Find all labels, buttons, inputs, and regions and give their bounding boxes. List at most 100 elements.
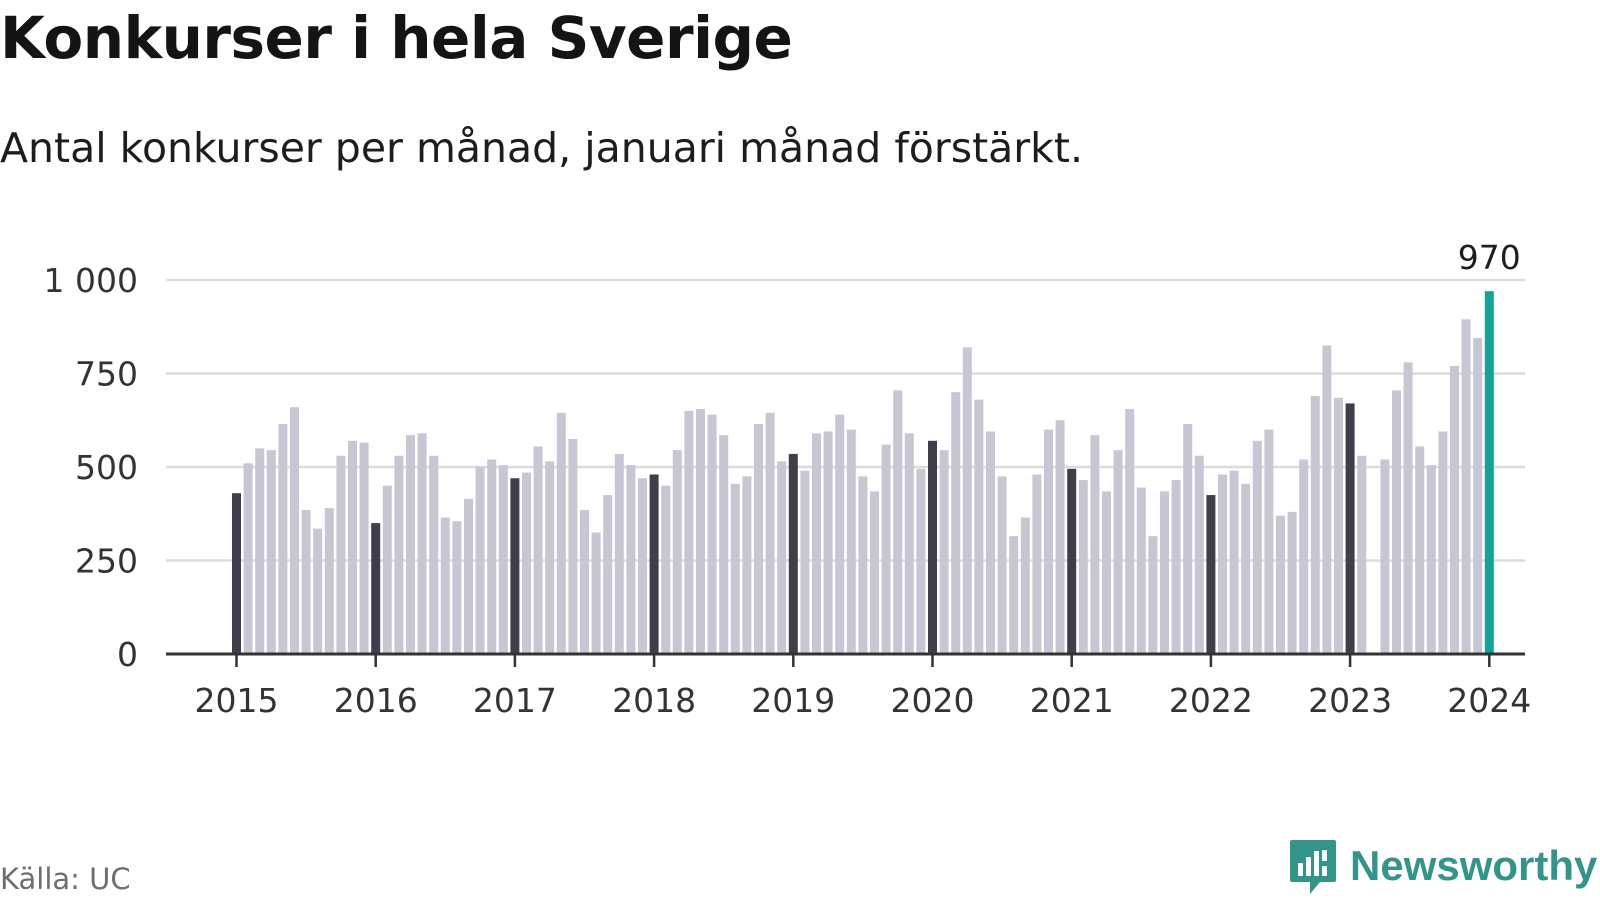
bar xyxy=(1055,420,1065,654)
bar xyxy=(1357,455,1367,654)
bar xyxy=(243,463,253,654)
bar xyxy=(696,409,705,654)
chart-title: Konkurser i hela Sverige xyxy=(0,4,793,72)
bar xyxy=(1113,450,1123,654)
x-tick-label: 2022 xyxy=(1169,681,1253,720)
bar xyxy=(835,414,845,654)
bar xyxy=(916,468,926,654)
bar xyxy=(1276,515,1285,654)
bar xyxy=(359,442,369,654)
bar xyxy=(777,461,787,654)
bar xyxy=(568,438,578,654)
bar xyxy=(939,450,949,654)
bar xyxy=(464,498,473,654)
bar xyxy=(406,435,415,654)
bar xyxy=(603,495,613,654)
bar xyxy=(1218,474,1227,654)
bar xyxy=(440,517,450,654)
bar xyxy=(1392,390,1401,654)
newsworthy-bar-chart-icon xyxy=(1290,840,1336,894)
bar xyxy=(394,455,404,654)
bar xyxy=(974,399,984,654)
bar xyxy=(1252,440,1262,654)
bar xyxy=(278,423,288,654)
bar xyxy=(1171,480,1181,654)
x-tick-label: 2023 xyxy=(1308,681,1392,720)
bar xyxy=(1438,431,1448,654)
bar xyxy=(1334,397,1343,654)
bar xyxy=(684,410,694,654)
january-bar xyxy=(510,478,520,654)
bar xyxy=(313,528,323,654)
bar xyxy=(522,472,531,654)
bar xyxy=(255,448,265,654)
january-bar xyxy=(928,440,937,654)
bar xyxy=(1148,536,1158,654)
bar xyxy=(348,440,357,654)
bar xyxy=(1102,491,1111,654)
bar xyxy=(800,470,810,654)
bar xyxy=(290,407,299,654)
x-tick-label: 2021 xyxy=(1030,681,1114,720)
bar xyxy=(429,455,439,654)
bar xyxy=(1020,517,1030,654)
bar xyxy=(986,431,995,654)
bar xyxy=(881,444,891,654)
bar xyxy=(846,429,856,654)
bar xyxy=(614,453,624,654)
bar xyxy=(1426,465,1436,654)
bar xyxy=(893,390,903,654)
bar xyxy=(742,476,752,654)
january-bar xyxy=(1067,468,1077,654)
x-tick-label: 2018 xyxy=(612,681,696,720)
bar xyxy=(754,423,763,654)
bar xyxy=(1264,429,1274,654)
x-tick-label: 2015 xyxy=(195,681,279,720)
bar xyxy=(475,467,485,654)
highlight-data-label: 970 xyxy=(1458,238,1521,277)
bar xyxy=(1415,446,1425,654)
chart-subtitle: Antal konkurser per månad, januari månad… xyxy=(0,124,1083,172)
bar xyxy=(962,347,972,654)
bar xyxy=(626,465,636,654)
bar xyxy=(533,446,543,654)
january-bar xyxy=(371,523,381,654)
bar xyxy=(498,465,508,654)
bar xyxy=(1194,455,1204,654)
y-tick-label: 0 xyxy=(117,635,138,674)
bar xyxy=(1090,435,1100,654)
bar xyxy=(1009,536,1019,654)
bar xyxy=(1310,395,1320,654)
bar xyxy=(823,431,833,654)
january-bar xyxy=(649,474,659,654)
january-bar xyxy=(232,493,241,654)
bar xyxy=(324,508,334,654)
bar xyxy=(638,478,647,654)
bar xyxy=(858,476,868,654)
y-tick-label: 1 000 xyxy=(44,261,138,300)
bar xyxy=(951,392,961,654)
bar xyxy=(1299,459,1309,654)
x-tick-label: 2019 xyxy=(751,681,835,720)
source-label: Källa: UC xyxy=(0,862,131,896)
y-tick-label: 250 xyxy=(75,542,138,581)
bar xyxy=(904,433,914,654)
bar xyxy=(1160,491,1169,654)
bar xyxy=(1078,480,1088,654)
brand-logo: Newsworthy xyxy=(1288,836,1597,896)
bar xyxy=(1241,483,1251,654)
january-bar xyxy=(1345,403,1355,654)
bar xyxy=(487,459,497,654)
bar xyxy=(1403,362,1413,654)
highlight-bar xyxy=(1484,291,1494,654)
x-tick-label: 2017 xyxy=(473,681,557,720)
bar xyxy=(997,476,1007,654)
bar xyxy=(580,510,589,654)
bar xyxy=(1287,511,1297,654)
bar xyxy=(719,435,729,654)
bar xyxy=(707,414,717,654)
bar xyxy=(661,485,671,654)
bar xyxy=(336,455,346,654)
bar xyxy=(1044,429,1053,654)
bar xyxy=(382,485,392,654)
